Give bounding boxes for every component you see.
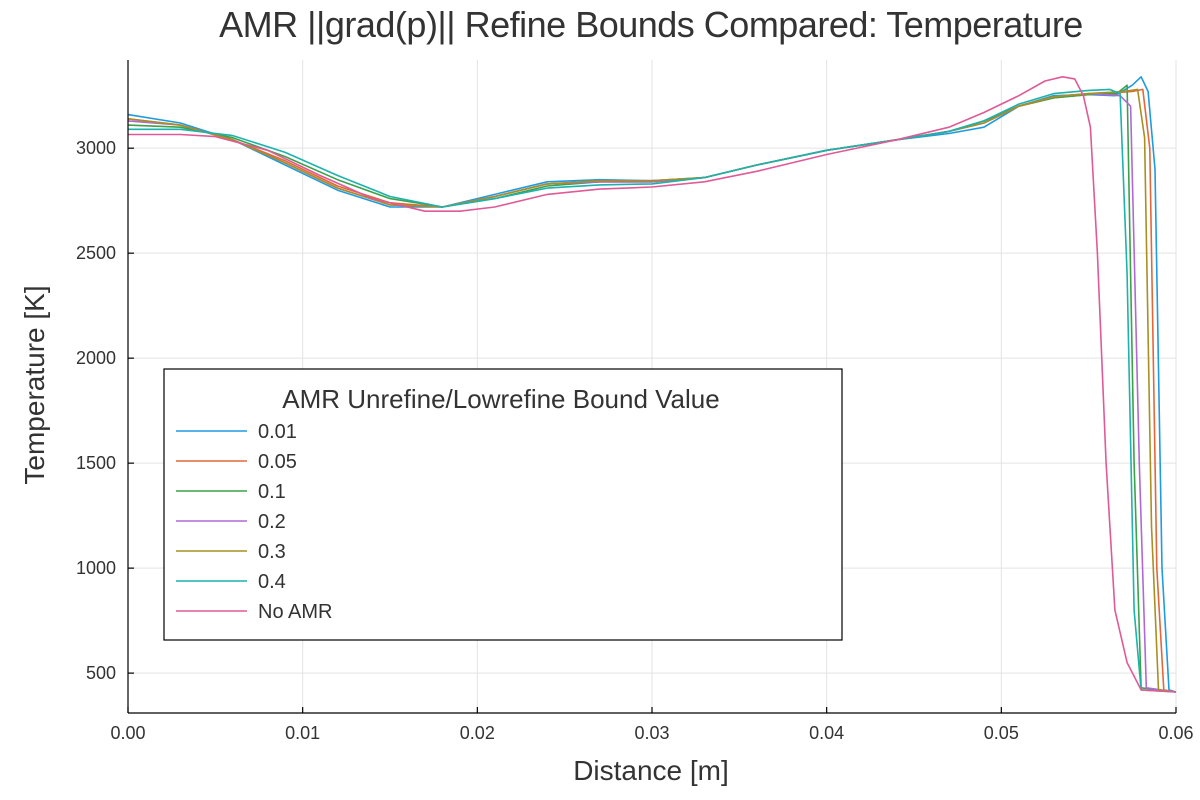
axes: [127, 60, 1177, 714]
x-tick-label: 0.05: [984, 723, 1019, 743]
y-tick-label: 2500: [76, 243, 116, 263]
y-tick-label: 500: [86, 663, 116, 683]
legend-entry-label: 0.2: [258, 511, 286, 533]
y-tick-label: 1000: [76, 558, 116, 578]
chart-title: AMR ||grad(p)|| Refine Bounds Compared: …: [219, 4, 1083, 45]
x-tick-label: 0.00: [110, 723, 145, 743]
x-tick-label: 0.01: [285, 723, 320, 743]
x-tick-labels: 0.00 0.01 0.02 0.03 0.04 0.05 0.06: [110, 723, 1193, 743]
y-tick-label: 2000: [76, 348, 116, 368]
legend-items: 0.01 0.05 0.1 0.2 0.3 0.4 No AMR: [176, 421, 332, 623]
series-line-0-4: [128, 88, 1177, 693]
x-tick-label: 0.03: [634, 723, 669, 743]
legend-entry-label: 0.05: [258, 451, 297, 473]
legend-entry-label: 0.3: [258, 541, 286, 563]
y-axis-label: Temperature [K]: [19, 285, 50, 484]
legend-entry-label: 0.01: [258, 421, 297, 443]
x-tick-label: 0.04: [809, 723, 844, 743]
y-tick-label: 1500: [76, 453, 116, 473]
x-tick-label: 0.02: [460, 723, 495, 743]
legend-entry-label: 0.4: [258, 571, 286, 593]
x-axis-label: Distance [m]: [573, 755, 729, 786]
legend-entry-label: No AMR: [258, 601, 332, 623]
y-tick-labels: 500 1000 1500 2000 2500 3000: [76, 138, 116, 683]
legend: AMR Unrefine/Lowrefine Bound Value 0.010…: [163, 368, 843, 641]
legend-title: AMR Unrefine/Lowrefine Bound Value: [282, 384, 719, 414]
y-tick-label: 3000: [76, 138, 116, 158]
plot-series: [127, 76, 1177, 693]
x-tick-label: 0.06: [1158, 723, 1193, 743]
legend-box: [163, 368, 843, 641]
legend-entry-label: 0.1: [258, 481, 286, 503]
series-line-no-amr: [128, 76, 1177, 693]
